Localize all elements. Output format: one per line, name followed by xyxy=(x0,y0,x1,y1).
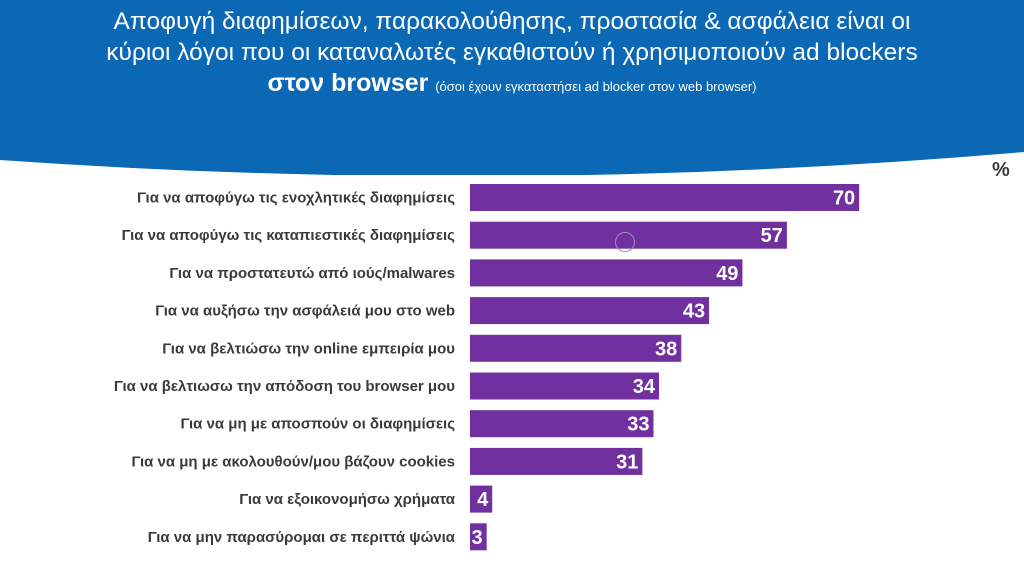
bar xyxy=(470,297,710,325)
title-bold-part: στον browser xyxy=(267,69,429,97)
bar xyxy=(470,259,743,287)
cursor-ring-icon xyxy=(615,232,635,252)
value-label: 43 xyxy=(683,301,705,323)
value-label: 34 xyxy=(633,376,656,398)
value-label: 31 xyxy=(616,451,638,473)
category-label: Για να μη με αποσπούν οι διαφημίσεις xyxy=(180,416,455,433)
title-line-3: στον browser (όσοι έχουν εγκαταστήσει ad… xyxy=(0,68,1024,102)
value-label: 57 xyxy=(761,225,783,247)
value-label: 70 xyxy=(833,188,855,210)
value-label: 3 xyxy=(472,527,483,549)
category-label: Για να αποφύγω τις ενοχλητικές διαφημίσε… xyxy=(137,190,455,207)
category-label: Για να εξοικονομήσω χρήματα xyxy=(239,491,455,508)
bar xyxy=(470,410,654,438)
category-label: Για να προστατευτώ από ιούς/malwares xyxy=(169,265,455,282)
category-label: Για να βελτιωσω την απόδοση του browser … xyxy=(114,378,455,395)
bar xyxy=(470,334,682,362)
title-line-2: κύριοι λόγοι που οι καταναλωτές εγκαθιστ… xyxy=(106,39,918,66)
header-banner xyxy=(0,0,1024,175)
category-label: Για να αυξήσω την ασφάλειά μου στο web xyxy=(155,303,455,320)
category-label: Για να μην παρασύρομαι σε περιττά ψώνια xyxy=(148,529,456,546)
bar xyxy=(470,447,643,475)
category-label: Για να αποφύγω τις καταπιεστικές διαφημί… xyxy=(122,227,456,244)
category-label: Για να βελτιώσω την online εμπειρία μου xyxy=(162,340,455,357)
value-label: 49 xyxy=(716,263,738,285)
value-label: 4 xyxy=(477,489,489,511)
title-note: (όσοι έχουν εγκαταστήσει ad blocker στον… xyxy=(435,79,757,94)
unit-label: % xyxy=(992,159,1010,181)
value-label: 33 xyxy=(627,414,649,436)
bar xyxy=(470,485,493,513)
bar xyxy=(470,184,860,211)
category-label: Για να μη με ακολουθούν/μου βάζουν cooki… xyxy=(131,453,455,470)
value-label: 38 xyxy=(655,338,677,360)
bar xyxy=(470,523,487,551)
chart-title: Αποφυγή διαφημίσεων, παρακολούθησης, προ… xyxy=(0,6,1024,102)
title-line-1: Αποφυγή διαφημίσεων, παρακολούθησης, προ… xyxy=(113,8,911,35)
bar xyxy=(470,372,660,400)
